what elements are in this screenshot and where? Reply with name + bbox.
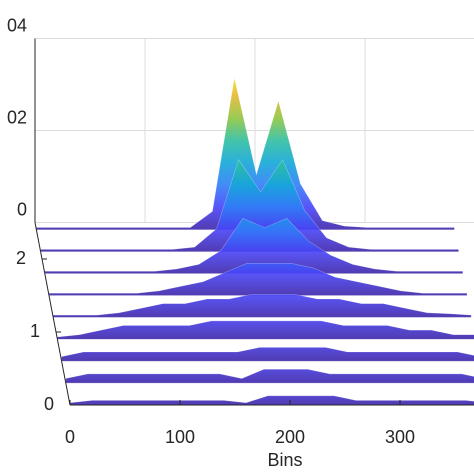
surface-slice <box>61 347 474 362</box>
surface-slice <box>40 159 459 252</box>
y-axis-line <box>34 222 71 406</box>
x-axis-label: Bins <box>267 450 302 470</box>
x-tick-label: 100 <box>165 427 195 447</box>
surface-slice <box>44 218 464 274</box>
x-tick-label: 300 <box>385 427 415 447</box>
surface-slice <box>48 262 468 296</box>
z-tick-label: 02 <box>7 107 27 127</box>
y-tick-label: 2 <box>16 248 26 268</box>
x-tick-label: 200 <box>275 427 305 447</box>
surface-slice <box>69 395 474 406</box>
y-tick-label: 1 <box>30 321 40 341</box>
x-tick-label: 0 <box>65 427 75 447</box>
surface-slice <box>36 77 455 231</box>
z-tick-label: 0 <box>17 199 27 219</box>
surface-slice <box>57 320 474 340</box>
z-tick-label: 04 <box>7 15 27 35</box>
y-tick-label: 0 <box>44 394 54 414</box>
surface-slice <box>65 368 474 384</box>
surface-slice <box>52 294 472 318</box>
